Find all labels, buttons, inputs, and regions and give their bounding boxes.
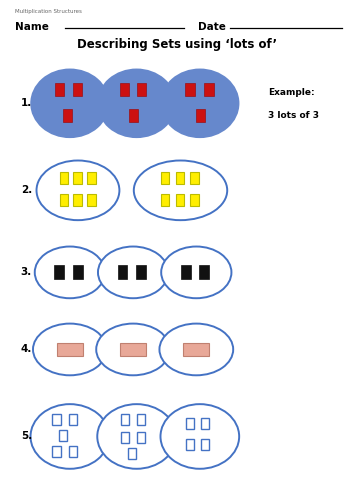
- Text: Describing Sets using ‘lots of’: Describing Sets using ‘lots of’: [77, 38, 277, 51]
- Ellipse shape: [134, 160, 227, 220]
- Bar: [73, 172, 82, 184]
- Ellipse shape: [96, 324, 170, 376]
- Bar: [176, 172, 184, 184]
- Ellipse shape: [33, 324, 107, 376]
- Ellipse shape: [160, 404, 239, 469]
- Bar: [137, 414, 145, 426]
- Bar: [120, 84, 129, 96]
- Bar: [55, 266, 64, 280]
- Bar: [59, 430, 67, 441]
- Bar: [55, 84, 64, 96]
- Bar: [121, 432, 129, 443]
- Bar: [73, 266, 82, 280]
- Ellipse shape: [161, 246, 232, 298]
- Bar: [121, 414, 129, 426]
- Bar: [161, 172, 169, 184]
- Ellipse shape: [31, 70, 109, 137]
- Bar: [204, 84, 213, 96]
- Bar: [52, 414, 61, 426]
- Bar: [60, 194, 68, 206]
- Bar: [196, 110, 205, 122]
- Text: Example:: Example:: [268, 88, 315, 97]
- Bar: [69, 414, 77, 426]
- Ellipse shape: [36, 160, 119, 220]
- Ellipse shape: [98, 70, 175, 137]
- Bar: [129, 448, 136, 459]
- Bar: [129, 110, 138, 122]
- Text: 2.: 2.: [21, 186, 32, 196]
- Bar: [60, 172, 68, 184]
- Text: Multiplication Structures: Multiplication Structures: [16, 10, 82, 14]
- Bar: [186, 418, 194, 429]
- Bar: [161, 194, 169, 206]
- Ellipse shape: [35, 246, 105, 298]
- Bar: [137, 432, 145, 443]
- Bar: [87, 194, 96, 206]
- Bar: [201, 418, 210, 429]
- Bar: [73, 84, 82, 96]
- Bar: [190, 194, 199, 206]
- Bar: [199, 266, 209, 280]
- Bar: [73, 194, 82, 206]
- Text: 1.: 1.: [21, 98, 32, 108]
- Bar: [63, 110, 72, 122]
- Bar: [176, 194, 184, 206]
- Bar: [190, 172, 199, 184]
- Ellipse shape: [161, 70, 239, 137]
- Text: 3.: 3.: [21, 268, 32, 278]
- Text: Date: Date: [198, 22, 226, 32]
- Bar: [118, 266, 127, 280]
- Bar: [183, 343, 210, 356]
- Bar: [87, 172, 96, 184]
- Ellipse shape: [98, 246, 168, 298]
- Text: Name: Name: [16, 22, 49, 32]
- Text: 4.: 4.: [21, 344, 32, 354]
- Bar: [69, 446, 78, 457]
- Bar: [137, 84, 146, 96]
- Bar: [185, 84, 195, 96]
- Bar: [201, 438, 210, 450]
- Bar: [120, 343, 146, 356]
- Ellipse shape: [159, 324, 233, 376]
- Bar: [186, 438, 194, 450]
- Text: 3 lots of 3: 3 lots of 3: [268, 112, 319, 120]
- Bar: [57, 343, 83, 356]
- Bar: [181, 266, 191, 280]
- Bar: [136, 266, 146, 280]
- Ellipse shape: [30, 404, 109, 469]
- Bar: [52, 446, 61, 457]
- Ellipse shape: [97, 404, 176, 469]
- Text: 5.: 5.: [21, 432, 32, 442]
